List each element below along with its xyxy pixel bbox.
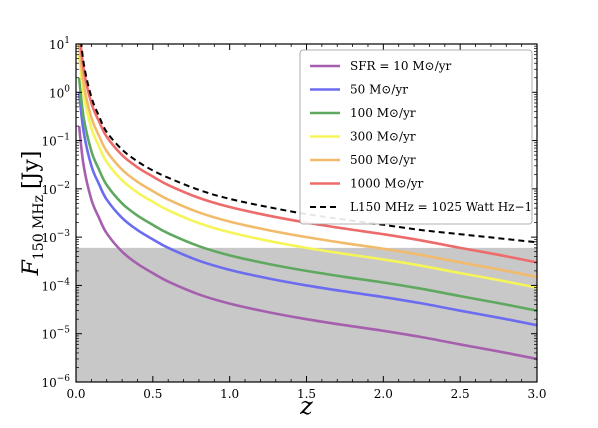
legend-label: L150 MHz = 1025 Watt Hz−1 [350, 200, 532, 214]
series-line-3 [77, 54, 537, 289]
y-tick-label: 10−1 [41, 133, 70, 149]
x-tick-label: 0.0 [66, 387, 85, 401]
legend-box [299, 49, 533, 225]
x-tick-label: 1.5 [297, 387, 316, 401]
x-tick-label: 1.0 [220, 387, 239, 401]
y-tick-base: 10 [41, 328, 56, 342]
y-tick-exponent: 0 [64, 84, 70, 94]
y-tick-exponent: −1 [57, 133, 70, 143]
y-tick-exponent: −2 [57, 181, 70, 191]
legend: SFR = 10 M⊙/yr 50 M⊙/yr 100 M⊙/yr 300 M⊙/yr… [299, 49, 533, 225]
legend-label: 300 M⊙/yr [350, 130, 416, 144]
y-tick-base: 10 [49, 38, 64, 52]
y-tick-base: 10 [49, 86, 64, 100]
y-tick-exponent: 1 [64, 36, 70, 46]
legend-label: 500 M⊙/yr [350, 153, 416, 167]
series-line-6 [80, 44, 537, 244]
x-tick-label: 2.0 [374, 387, 393, 401]
y-tick-label: 101 [49, 36, 70, 52]
legend-label: 50 M⊙/yr [350, 83, 408, 97]
x-tick-label: 3.0 [527, 387, 546, 401]
y-tick-label: 100 [49, 84, 70, 100]
y-tick-label: 10−4 [41, 277, 70, 293]
series-line-2 [77, 77, 537, 312]
legend-label: 100 M⊙/yr [350, 106, 416, 120]
y-axis-title: F150 MHz [Jy] [19, 151, 47, 277]
series-line-5 [79, 44, 537, 264]
y-tick-base: 10 [41, 183, 56, 197]
y-tick-label: 10−5 [41, 326, 70, 342]
y-tick-label: 10−3 [41, 229, 70, 245]
y-tick-base: 10 [41, 231, 56, 245]
y-axis-title-main: F [19, 259, 44, 276]
series-line-4 [77, 44, 537, 279]
y-tick-exponent: −5 [57, 326, 71, 336]
series-line-0 [77, 125, 537, 361]
series-lines [77, 44, 537, 361]
y-axis-title-group: F150 MHz [Jy] [19, 151, 47, 277]
y-tick-base: 10 [41, 376, 56, 390]
y-tick-base: 10 [41, 135, 56, 149]
x-tick-label: 0.5 [143, 387, 162, 401]
y-axis-title-sub: 150 MHz [31, 195, 47, 260]
y-tick-exponent: −3 [57, 229, 71, 239]
y-tick-exponent: −6 [57, 374, 71, 384]
y-tick-label: 10−6 [41, 374, 70, 390]
x-axis-title-group: z [299, 392, 313, 420]
y-tick-base: 10 [41, 279, 56, 293]
legend-label: SFR = 10 M⊙/yr [350, 59, 452, 73]
legend-label: 1000 M⊙/yr [350, 177, 424, 191]
x-tick-label: 2.5 [451, 387, 470, 401]
y-tick-exponent: −4 [57, 277, 71, 287]
y-tick-label: 10−2 [41, 181, 70, 197]
y-axis-title-unit: [Jy] [19, 151, 44, 189]
x-axis-title: z [299, 392, 313, 420]
series-line-1 [77, 92, 537, 327]
